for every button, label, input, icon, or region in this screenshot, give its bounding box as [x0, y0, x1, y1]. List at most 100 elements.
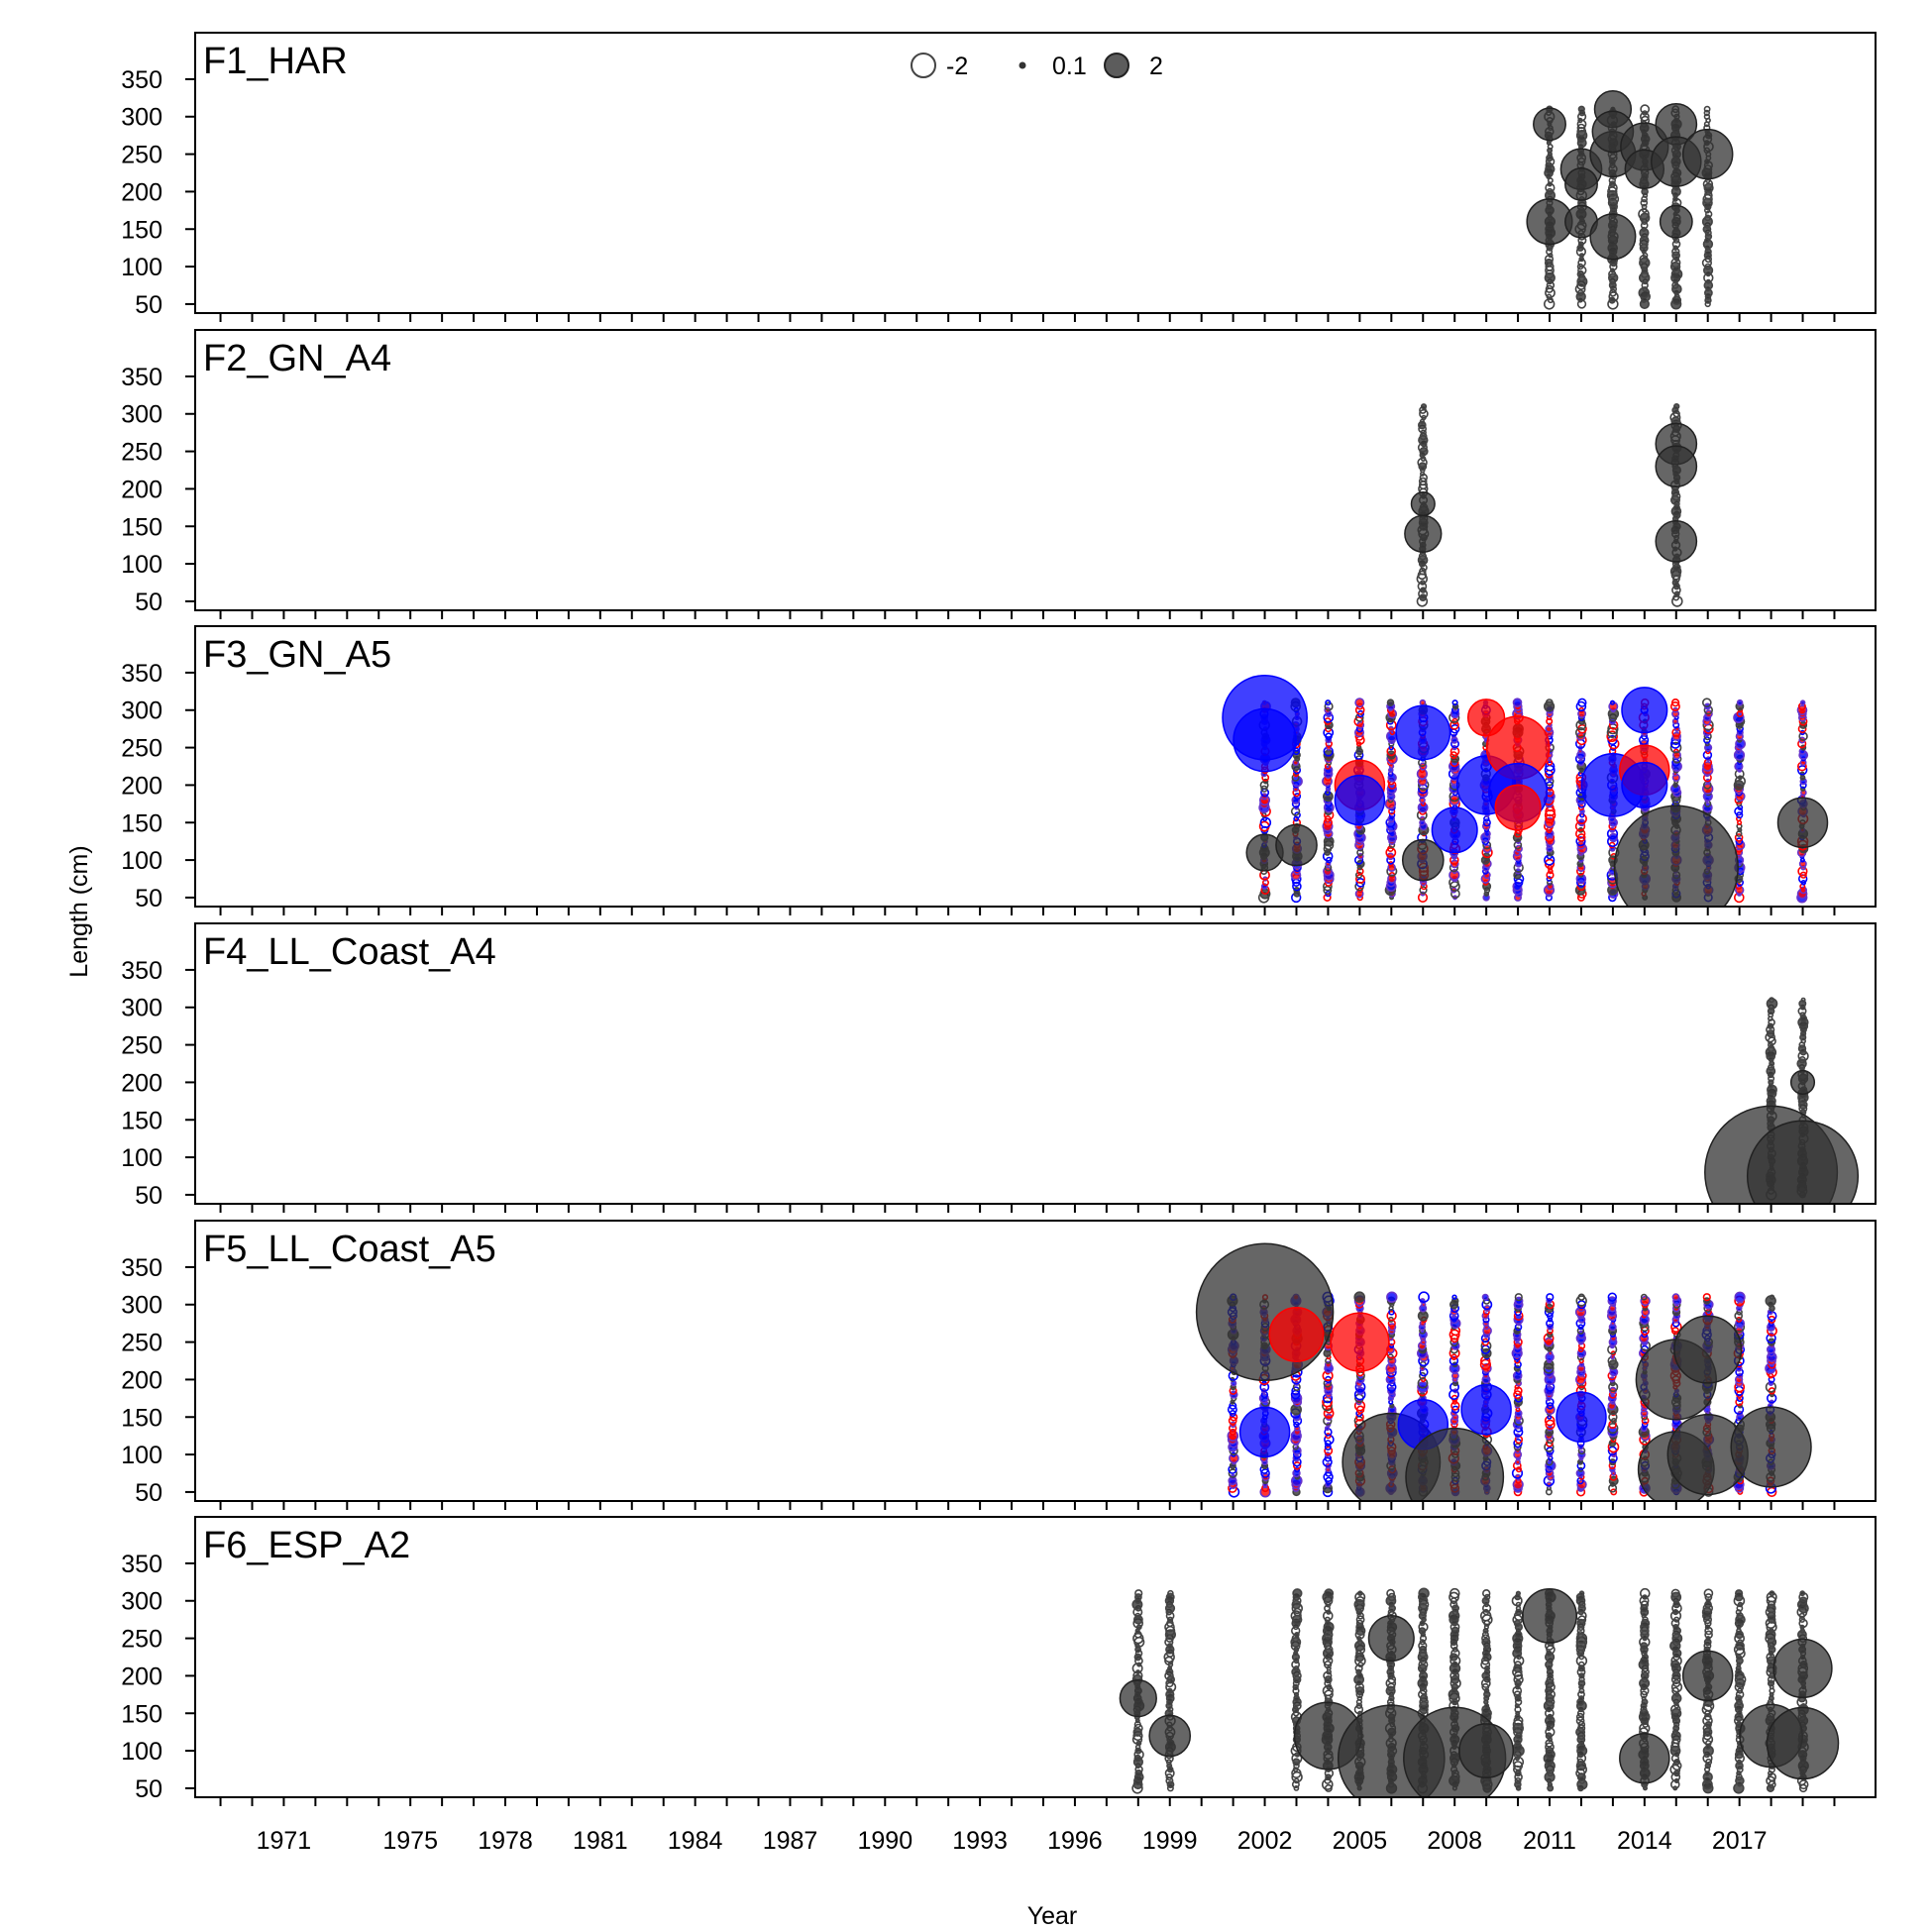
residual-point	[1733, 711, 1745, 723]
residual-point	[1418, 477, 1428, 486]
residual-bubble	[1233, 707, 1297, 773]
residual-point	[1419, 408, 1429, 419]
bubbles	[1404, 403, 1698, 607]
panel-f5-ll-coast-a5: F5_LL_Coast_A5 50 100 150 200 250 300 350	[121, 1220, 1877, 1510]
residual-point	[1417, 1310, 1429, 1322]
panel-title: F4_LL_Coast_A4	[203, 931, 496, 973]
y-tick-label: 350	[121, 660, 162, 688]
residual-point	[1800, 997, 1806, 1003]
residual-point	[1418, 420, 1427, 430]
x-axis-label: Year	[1027, 1902, 1078, 1930]
residual-point	[1544, 1415, 1556, 1427]
residual-point	[1354, 1640, 1366, 1652]
x-tick-label: 1975	[382, 1827, 438, 1855]
residual-point	[1640, 1293, 1648, 1301]
residual-point	[1481, 1634, 1490, 1643]
residual-bubble	[1681, 1650, 1734, 1702]
residual-bubble	[1405, 1427, 1505, 1501]
residual-point	[1417, 570, 1428, 581]
residual-bubble	[1148, 1714, 1192, 1758]
residual-point	[1608, 176, 1617, 184]
residual-point	[1545, 1739, 1554, 1748]
residual-point	[1577, 698, 1587, 707]
x-tick-label: 1987	[763, 1827, 818, 1855]
y-tick-label: 50	[135, 589, 162, 616]
x-tick-label: 2014	[1617, 1827, 1672, 1855]
residual-bubble	[1401, 838, 1445, 882]
residual-bubble	[1395, 704, 1451, 761]
y-tick-label: 250	[121, 1032, 162, 1060]
residual-bubble	[1589, 213, 1637, 261]
residual-bubble	[1556, 1391, 1607, 1444]
residual-point	[1671, 240, 1681, 249]
residual-point	[1325, 1433, 1332, 1440]
residual-point	[1545, 1419, 1556, 1431]
y-tick-label: 150	[121, 1404, 162, 1432]
residual-point	[1641, 203, 1648, 210]
y-tick-label: 50	[135, 291, 162, 319]
residual-point	[1640, 1587, 1651, 1599]
residual-point	[1512, 698, 1523, 708]
bubbles	[1195, 1242, 1812, 1501]
y-tick-label: 300	[121, 104, 162, 132]
panels: F1_HAR50100150200250300350F2_GN_A4501001…	[121, 32, 1877, 1806]
legend: -2 0.1 2	[911, 53, 1163, 80]
residual-point	[1575, 1295, 1587, 1307]
residual-point	[1419, 698, 1427, 706]
residual-point	[1734, 833, 1744, 842]
residual-point	[1769, 1590, 1775, 1597]
residual-point	[1513, 1327, 1521, 1335]
residual-bubble	[1458, 1723, 1515, 1779]
legend-label: 0.1	[1052, 53, 1087, 80]
legend-label: 2	[1149, 53, 1163, 80]
y-tick-label: 350	[121, 1551, 162, 1578]
panel-f3-gn-a5: F3_GN_A5 50 100 150 200 250 300 350	[121, 625, 1877, 915]
y-tick-label: 300	[121, 1588, 162, 1616]
residual-point	[1356, 1695, 1363, 1701]
residual-bubble	[1460, 1383, 1512, 1436]
residual-point	[1324, 1446, 1334, 1455]
residual-point	[1577, 1690, 1585, 1699]
residual-point	[1576, 123, 1586, 133]
residual-point	[1354, 698, 1365, 708]
residual-point	[1479, 1358, 1491, 1370]
residual-point	[1353, 715, 1364, 727]
residual-point	[1607, 1422, 1619, 1435]
y-tick-label: 200	[121, 178, 162, 206]
residual-point	[1513, 1390, 1522, 1399]
residual-point	[1513, 1673, 1524, 1685]
residual-point	[1577, 748, 1583, 754]
legend-marker-small	[1019, 61, 1026, 69]
y-tick-label: 100	[121, 1144, 162, 1172]
x-tick-label: 1990	[857, 1827, 912, 1855]
y-tick-label: 250	[121, 142, 162, 169]
residual-point	[1545, 1742, 1555, 1753]
residual-point	[1291, 1753, 1303, 1765]
residual-point	[1545, 698, 1554, 707]
residual-point	[1291, 773, 1300, 782]
residual-point	[1799, 699, 1806, 706]
residual-point	[1609, 288, 1617, 297]
residual-point	[1642, 285, 1649, 292]
y-tick-label: 200	[121, 1366, 162, 1394]
residual-point	[1293, 1785, 1300, 1791]
residual-point	[1385, 730, 1398, 742]
x-tick-label: 2005	[1333, 1827, 1388, 1855]
residual-point	[1546, 871, 1555, 880]
legend-marker-negative	[911, 53, 936, 78]
y-tick-label: 300	[121, 698, 162, 725]
residual-point	[1704, 214, 1711, 222]
residual-point	[1449, 1329, 1460, 1341]
y-tick-label: 100	[121, 1442, 162, 1469]
residual-point	[1323, 1408, 1335, 1419]
residual-point	[1291, 1771, 1303, 1783]
residual-point	[1355, 877, 1365, 888]
residual-point	[1734, 1589, 1744, 1598]
residual-point	[1479, 1610, 1492, 1622]
residual-point	[1228, 1416, 1237, 1426]
panel-frame	[194, 922, 1877, 1205]
residual-point	[1546, 248, 1554, 256]
residual-point	[1577, 1346, 1584, 1352]
residual-point	[1451, 1604, 1459, 1613]
bubbles	[1526, 90, 1734, 310]
